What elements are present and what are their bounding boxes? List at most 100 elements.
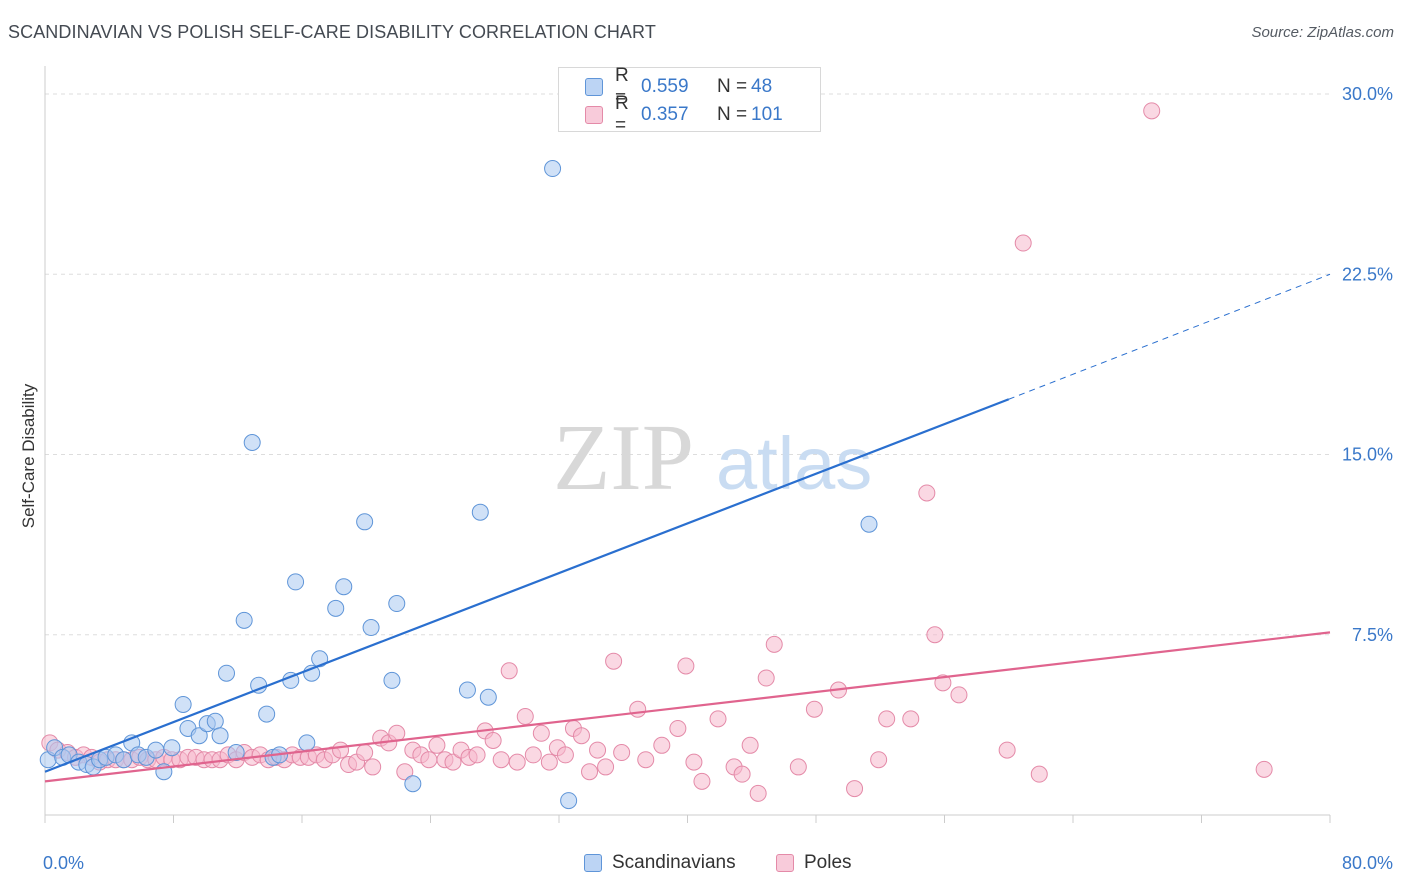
watermark-zip: ZIP — [553, 406, 694, 510]
data-point — [235, 611, 253, 629]
pink-swatch — [585, 106, 603, 124]
data-point — [581, 763, 599, 781]
data-point — [484, 732, 502, 749]
data-point — [471, 503, 489, 521]
data-point — [524, 746, 542, 764]
data-point — [1255, 760, 1273, 778]
data-point — [227, 744, 245, 762]
data-point — [540, 753, 558, 771]
data-point — [918, 484, 936, 502]
data-point — [597, 758, 615, 776]
data-point — [444, 753, 462, 771]
data-point — [653, 736, 671, 754]
y-tick-label: 22.5% — [1342, 264, 1393, 284]
data-point — [383, 671, 401, 689]
grid-lines — [45, 93, 1330, 636]
correlation-legend: R = 0.559 N = 48 R = 0.357 N = 101 — [558, 65, 821, 136]
data-point — [757, 669, 775, 687]
legend-label-scandinavians: Scandinavians — [612, 852, 736, 873]
data-point — [605, 652, 623, 670]
data-point — [174, 695, 192, 713]
data-point — [629, 700, 647, 718]
legend-item-scandinavians: Scandinavians — [584, 852, 736, 874]
n-value: 48 — [751, 76, 773, 97]
data-point — [805, 700, 823, 718]
data-point — [860, 515, 878, 533]
blue-swatch — [584, 854, 602, 872]
data-point — [327, 599, 345, 617]
pink-swatch — [776, 854, 794, 872]
r-value: 0.559 — [641, 76, 689, 97]
x-tick-label: 0.0% — [43, 853, 84, 873]
n-label: N = — [717, 104, 748, 125]
data-point — [458, 681, 476, 699]
data-point — [709, 710, 727, 728]
y-tick-label: 7.5% — [1352, 625, 1393, 645]
data-point — [878, 710, 896, 728]
data-point — [362, 619, 380, 637]
data-point — [950, 686, 968, 704]
data-point — [741, 736, 759, 754]
data-point — [311, 650, 329, 668]
data-point — [572, 727, 590, 745]
data-point — [765, 635, 783, 653]
data-point — [356, 744, 374, 762]
data-point — [388, 595, 406, 613]
data-point — [420, 751, 438, 769]
data-point — [749, 784, 767, 802]
data-point — [287, 573, 305, 591]
data-point — [998, 741, 1016, 759]
data-point — [637, 751, 655, 769]
data-point — [500, 662, 518, 680]
legend-row-scandinavians: R = 0.559 N = 48 — [585, 65, 773, 108]
data-point — [870, 751, 888, 769]
data-point — [206, 712, 224, 730]
scandinavians-trend-line — [44, 398, 1010, 773]
legend-row-poles: R = 0.357 N = 101 — [585, 93, 783, 136]
n-value: 101 — [751, 104, 783, 125]
poles-trend-line — [44, 631, 1331, 783]
data-point — [934, 674, 952, 692]
data-point — [396, 763, 414, 781]
data-point — [364, 758, 382, 776]
n-label: N = — [717, 76, 748, 97]
data-point — [1030, 765, 1048, 783]
data-point — [508, 753, 526, 771]
data-point — [544, 160, 562, 178]
data-point — [190, 727, 208, 745]
blue-swatch — [585, 78, 603, 96]
data-point — [211, 727, 229, 745]
y-tick-label: 15.0% — [1342, 445, 1393, 465]
data-point — [218, 664, 236, 682]
r-label: R = — [615, 93, 629, 136]
data-point — [685, 753, 703, 771]
data-point — [560, 792, 578, 810]
data-point — [115, 751, 133, 769]
data-point — [846, 780, 864, 798]
x-tick-label: 80.0% — [1342, 853, 1393, 873]
data-point — [1014, 234, 1032, 252]
series-legend: Scandinavians Poles — [0, 852, 1406, 876]
data-point — [258, 705, 276, 723]
chart-title: SCANDINAVIAN VS POLISH SELF-CARE DISABIL… — [8, 22, 656, 42]
data-point — [1143, 102, 1161, 120]
data-point — [428, 736, 446, 754]
data-point — [589, 741, 607, 759]
data-point — [468, 746, 486, 764]
data-point — [693, 772, 711, 790]
source-label: Source: ZipAtlas.com — [1251, 24, 1394, 41]
data-point — [356, 513, 374, 531]
data-point — [733, 765, 751, 783]
watermark: ZIP atlas — [553, 406, 872, 510]
y-tick-label: 30.0% — [1342, 84, 1393, 104]
data-point — [677, 657, 695, 675]
y-axis-label: Self-Care Disability — [19, 383, 38, 528]
data-point — [789, 758, 807, 776]
data-point — [669, 719, 687, 737]
data-point — [492, 751, 510, 769]
watermark-atlas: atlas — [716, 422, 872, 505]
trend-lines — [44, 273, 1331, 783]
tick-labels: 7.5% 15.0% 22.5% 30.0% 0.0% 80.0% — [43, 84, 1393, 873]
data-point — [335, 578, 353, 596]
data-point — [404, 775, 422, 793]
